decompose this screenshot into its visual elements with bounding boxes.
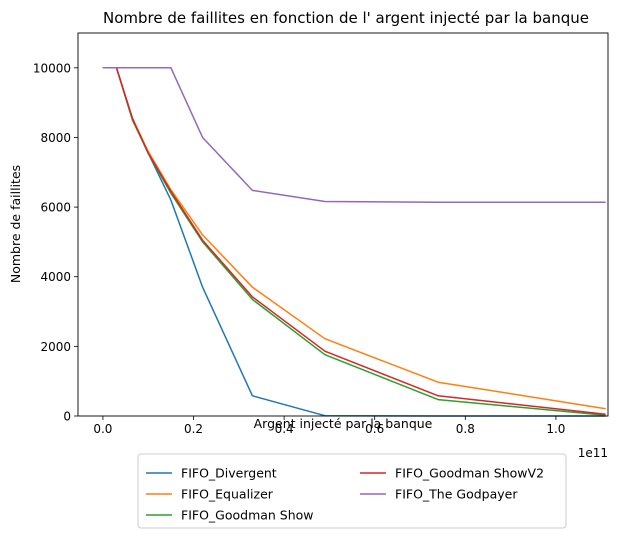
x-tick-label: 0.0 — [93, 422, 112, 436]
y-axis-label: Nombre de faillites — [8, 165, 23, 283]
x-axis: 0.0 0.2 0.4 0.6 0.8 1.0 — [93, 416, 565, 436]
x-offset-label: 1e11 — [578, 446, 608, 460]
plot-area — [102, 67, 606, 417]
legend-label: FIFO_The Godpayer — [395, 487, 518, 502]
x-tick-label: 1.0 — [546, 422, 565, 436]
y-axis: 0 2000 4000 6000 8000 10000 — [33, 61, 78, 424]
y-tick-label: 4000 — [40, 270, 71, 284]
series-line-fifo-goodman-showv2 — [102, 67, 606, 416]
x-tick-label: 0.4 — [275, 422, 294, 436]
legend-frame — [137, 453, 567, 529]
series-line-fifo-equalizer — [102, 67, 606, 410]
x-tick-label: 0.2 — [184, 422, 203, 436]
chart-title: Nombre de faillites en fonction de l' ar… — [103, 9, 589, 27]
legend-label: FIFO_Goodman Show — [181, 508, 314, 523]
x-axis-label: Argent injecté par la banque — [254, 416, 433, 431]
x-tick-label: 0.6 — [365, 422, 384, 436]
y-tick-label: 2000 — [40, 340, 71, 354]
legend-label: FIFO_Divergent — [181, 466, 277, 481]
legend-label: FIFO_Goodman ShowV2 — [395, 466, 544, 481]
x-tick-label: 0.8 — [456, 422, 475, 436]
series-line-fifo-the-godpayer — [102, 67, 606, 203]
y-tick-label: 10000 — [33, 61, 71, 75]
plot-frame — [77, 32, 609, 417]
y-tick-label: 8000 — [40, 131, 71, 145]
legend: FIFO_Divergent FIFO_Equalizer FIFO_Goodman… — [137, 453, 567, 529]
series-line-fifo-divergent — [102, 67, 606, 417]
y-tick-label: 0 — [63, 410, 71, 424]
legend-label: FIFO_Equalizer — [181, 487, 274, 502]
y-tick-label: 6000 — [40, 201, 71, 215]
